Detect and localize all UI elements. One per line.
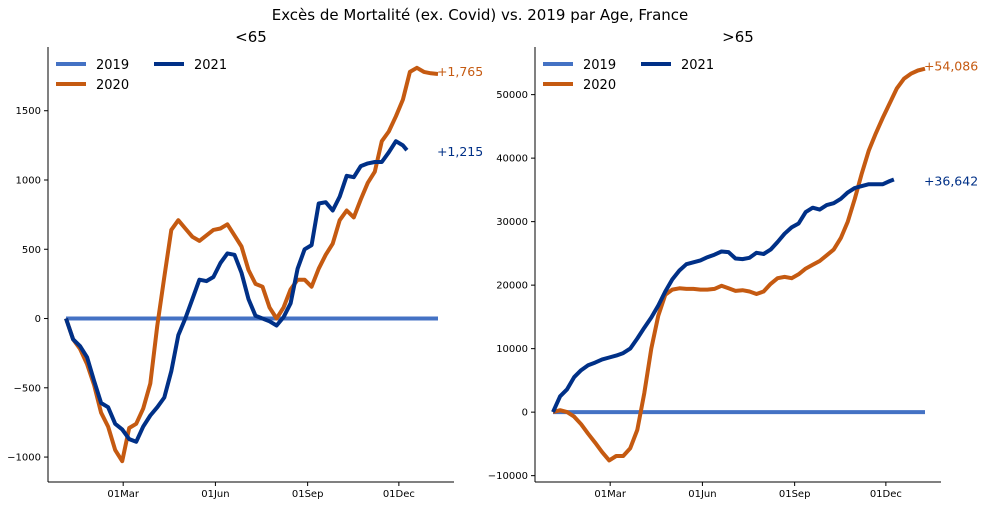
x-tick-label: 01Dec bbox=[383, 489, 415, 500]
y-tick-label: 500 bbox=[22, 245, 41, 256]
legend-label: 2019 bbox=[96, 58, 129, 73]
y-tick-label: −10000 bbox=[488, 471, 528, 482]
y-tick-label: 30000 bbox=[496, 217, 528, 228]
panel-title: >65 bbox=[722, 28, 754, 46]
x-tick-label: 01Jun bbox=[688, 489, 716, 500]
y-tick-label: 0 bbox=[522, 408, 528, 419]
series-line-2020 bbox=[64, 65, 439, 464]
legend-label: 2020 bbox=[96, 78, 129, 93]
y-tick-label: −500 bbox=[14, 383, 41, 394]
series-line-2021 bbox=[64, 139, 409, 444]
x-tick-label: 01Sep bbox=[779, 489, 811, 500]
y-tick-label: 1500 bbox=[16, 106, 41, 117]
legend-item-2020: 2020 bbox=[56, 78, 129, 93]
y-tick-label: 50000 bbox=[496, 90, 528, 101]
legend-label: 2021 bbox=[194, 58, 227, 73]
end-value-label: +36,642 bbox=[924, 173, 978, 188]
x-tick-label: 01Dec bbox=[870, 489, 902, 500]
y-tick-label: 20000 bbox=[496, 281, 528, 292]
panel-title: <65 bbox=[235, 28, 267, 46]
x-tick-label: 01Sep bbox=[292, 489, 324, 500]
end-value-label: +1,215 bbox=[437, 144, 483, 159]
legend-item-2020: 2020 bbox=[543, 78, 616, 93]
figure-title: Excès de Mortalité (ex. Covid) vs. 2019 … bbox=[272, 6, 689, 24]
x-tick-label: 01Mar bbox=[594, 489, 626, 500]
end-value-label: +54,086 bbox=[924, 59, 978, 74]
y-tick-label: 10000 bbox=[496, 344, 528, 355]
chart-panel-1: <65 −1000 −500 0 500 1000 1500 01Mar 01Jun 01Sep 0… bbox=[7, 28, 483, 500]
legend-item-2019: 2019 bbox=[56, 58, 129, 73]
series-line-2020 bbox=[552, 66, 926, 463]
y-tick-label: 1000 bbox=[16, 175, 41, 186]
legend-item-2021: 2021 bbox=[641, 58, 714, 73]
end-value-label: +1,765 bbox=[437, 64, 483, 79]
y-tick-label: 40000 bbox=[496, 154, 528, 165]
legend-item-2019: 2019 bbox=[543, 58, 616, 73]
legend-label: 2021 bbox=[681, 58, 714, 73]
chart-panel-2: >65 −10000 0 10000 20000 30000 40000 50000 01Mar… bbox=[488, 28, 978, 500]
y-tick-label: −1000 bbox=[7, 453, 41, 464]
series-line-2021 bbox=[551, 177, 895, 413]
x-tick-label: 01Jun bbox=[201, 489, 229, 500]
legend-label: 2019 bbox=[583, 58, 616, 73]
y-tick-label: 0 bbox=[35, 314, 41, 325]
x-tick-label: 01Mar bbox=[107, 489, 139, 500]
legend-label: 2020 bbox=[583, 78, 616, 93]
legend-item-2021: 2021 bbox=[154, 58, 227, 73]
